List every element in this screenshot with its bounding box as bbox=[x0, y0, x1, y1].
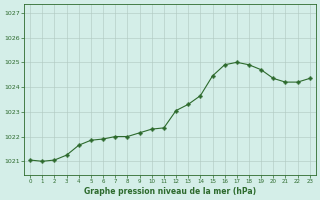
X-axis label: Graphe pression niveau de la mer (hPa): Graphe pression niveau de la mer (hPa) bbox=[84, 187, 256, 196]
